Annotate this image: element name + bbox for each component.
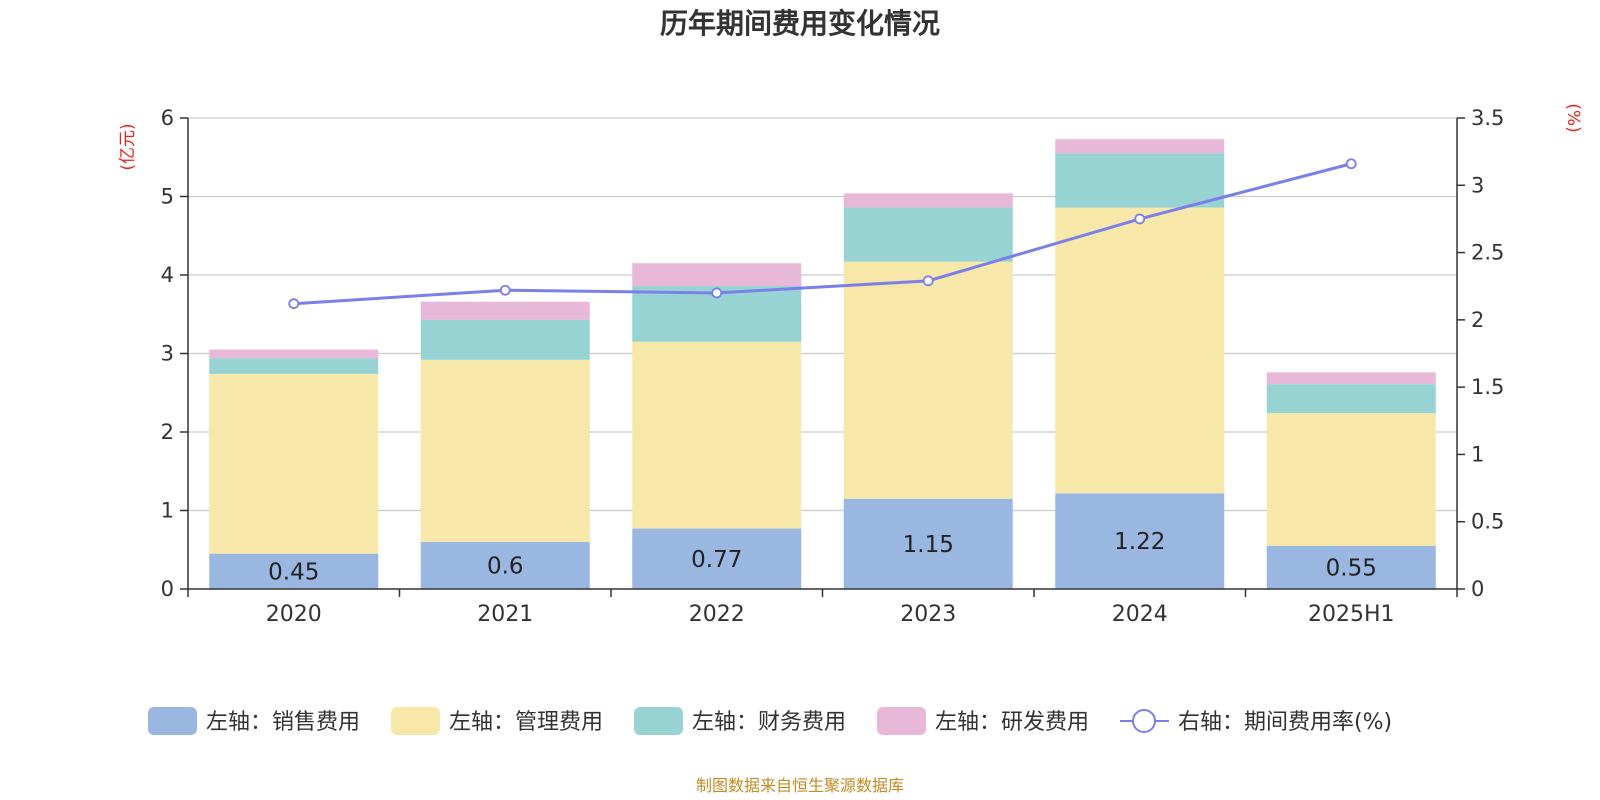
x-axis-tick-label: 2025H1 (1308, 602, 1395, 627)
left-axis-tick-label: 0 (161, 577, 174, 601)
bars (209, 139, 1436, 589)
bar-segment (209, 349, 379, 359)
legend-marker (1132, 709, 1156, 733)
bar-value-label: 0.77 (691, 547, 742, 573)
bar-segment (1266, 413, 1436, 546)
right-axis-tick-label: 0.5 (1471, 510, 1504, 534)
bar-segment (420, 541, 590, 589)
legend-swatch (148, 707, 197, 735)
bar-segment (420, 301, 590, 320)
bar-segment (632, 341, 802, 529)
left-axis-tick-label: 2 (161, 420, 174, 444)
bar-segment (1266, 545, 1436, 589)
rate-line-path (293, 162, 1352, 306)
right-axis-tick-label: 0 (1471, 577, 1484, 601)
bar-segment (632, 263, 802, 286)
bar-segment (632, 528, 802, 589)
bar-segment (1055, 493, 1225, 589)
rate-line-point (288, 298, 300, 310)
bar-value-label: 0.6 (487, 553, 524, 579)
legend-item[interactable]: 左轴：管理费用 (391, 707, 603, 735)
bar-segment (1055, 153, 1225, 208)
bar-segment (1055, 207, 1225, 494)
left-axis-tick-label: 5 (161, 185, 174, 209)
right-axis-tick-label: 2.5 (1471, 241, 1504, 265)
rate-line-point (711, 287, 723, 299)
bar-segment (1266, 384, 1436, 414)
rate-line-point (922, 275, 934, 287)
bar-segment (843, 261, 1013, 499)
right-axis-tick-label: 3 (1471, 173, 1484, 197)
legend-label: 左轴：管理费用 (449, 710, 603, 735)
left-axis-tick-label: 4 (161, 263, 174, 287)
legend[interactable]: 左轴：销售费用 左轴：管理费用 左轴：财务费用 左轴：研发费用 右轴：期间费用率(%) (148, 707, 1392, 735)
rate-line-point (499, 284, 511, 296)
rate-line-point (1345, 158, 1357, 170)
legend-label: 左轴：研发费用 (935, 710, 1089, 735)
bar-value-label: 1.22 (1114, 529, 1165, 555)
right-axis-tick-label: 1.5 (1471, 375, 1504, 399)
legend-swatch (391, 707, 440, 735)
left-axis-tick-label: 1 (161, 499, 174, 523)
legend-item[interactable]: 左轴：销售费用 (148, 707, 360, 735)
right-axis-tick-label: 2 (1471, 308, 1484, 332)
legend-item[interactable]: 左轴：财务费用 (634, 707, 846, 735)
legend-item[interactable]: 左轴：研发费用 (877, 707, 1089, 735)
x-axis-tick-label: 2024 (1112, 602, 1168, 627)
x-axis-tick-label: 2023 (900, 602, 956, 627)
bar-labels: 0.45 0.6 0.77 1.15 1.22 0.55 (268, 529, 1377, 585)
right-axis-tick-label: 1 (1471, 442, 1484, 466)
legend-swatch (877, 707, 926, 735)
left-axis-tick-label: 3 (161, 342, 174, 366)
rate-line (288, 158, 1357, 310)
bar-segment (1266, 372, 1436, 385)
bar-value-label: 0.45 (268, 559, 319, 585)
bar-segment (843, 207, 1013, 262)
rate-line-point (1134, 213, 1146, 225)
grid (188, 117, 1457, 512)
chart-title: 历年期间费用变化情况 (660, 7, 940, 40)
left-axis-unit: (亿元) (118, 123, 138, 170)
x-axis-tick-label: 2021 (477, 602, 533, 627)
bar-segment (209, 553, 379, 589)
legend-label: 右轴：期间费用率(%) (1178, 710, 1392, 735)
x-axis-tick-label: 2022 (689, 602, 745, 627)
right-axis-tick-label: 3.5 (1471, 106, 1504, 130)
legend-swatch (634, 707, 683, 735)
bar-segment (420, 319, 590, 360)
right-axis-unit: (%) (1563, 103, 1583, 132)
bar-value-label: 0.55 (1326, 555, 1377, 581)
bar-value-label: 1.15 (903, 532, 954, 558)
legend-label: 左轴：财务费用 (692, 710, 846, 735)
bar-segment (843, 193, 1013, 208)
x-axis-tick-label: 2020 (266, 602, 322, 627)
legend-label: 左轴：销售费用 (206, 710, 360, 735)
source-note: 制图数据来自恒生聚源数据库 (696, 776, 904, 795)
axes: 0 1 2 3 4 5 6 0 0.5 1 1.5 2 2.5 3 3.5 2020 2021 2022 2023 2… (161, 106, 1505, 627)
bar-segment (209, 373, 379, 554)
bar-segment (843, 498, 1013, 589)
legend-item[interactable]: 右轴：期间费用率(%) (1120, 709, 1392, 735)
bar-segment (209, 358, 379, 374)
bar-segment (420, 359, 590, 542)
left-axis-tick-label: 6 (161, 106, 174, 130)
bar-segment (1055, 139, 1225, 154)
